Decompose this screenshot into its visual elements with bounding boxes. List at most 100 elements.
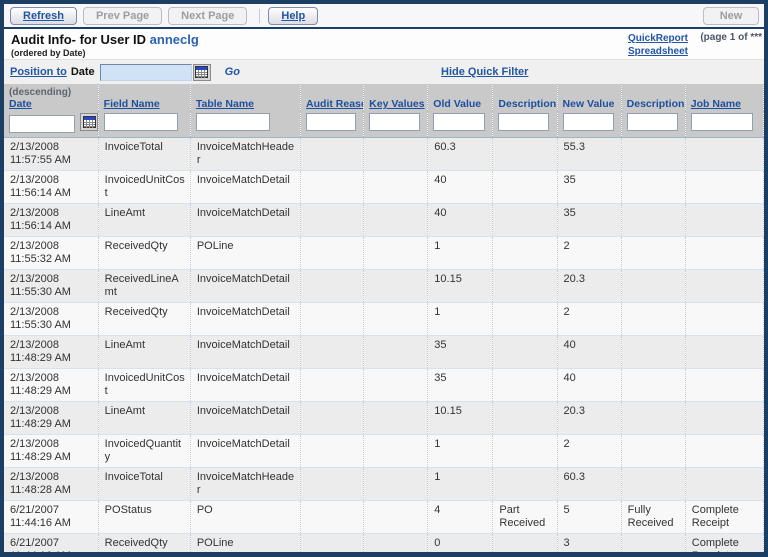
filter-input-field-name[interactable] bbox=[103, 113, 178, 131]
table-row[interactable]: 2/13/2008 11:56:14 AM LineAmt InvoiceMatchD… bbox=[4, 203, 764, 237]
cell-new-value: 2 bbox=[557, 434, 622, 468]
filter-cell-key-values bbox=[363, 111, 429, 138]
sort-link-field-name[interactable]: Field Name bbox=[103, 98, 160, 110]
cell-date: 2/13/2008 11:55:32 AM bbox=[4, 236, 99, 270]
filter-input-new-value[interactable] bbox=[562, 113, 614, 131]
table-row[interactable]: 2/13/2008 11:56:14 AM InvoicedUnitCost Invo… bbox=[4, 170, 764, 204]
column-header-old-value: Old Value bbox=[427, 84, 494, 111]
cell-job-name bbox=[685, 401, 764, 435]
sort-link-key-values[interactable]: Key Values bbox=[369, 98, 425, 110]
cell-key-values bbox=[363, 269, 429, 303]
cell-key-values bbox=[363, 236, 429, 270]
cell-job-name bbox=[685, 236, 764, 270]
filter-input-job-name[interactable] bbox=[690, 113, 753, 131]
position-date-input[interactable] bbox=[99, 63, 192, 81]
cell-new-value: 35 bbox=[557, 170, 622, 204]
filter-cell-old-value bbox=[427, 111, 494, 138]
filter-input-audit-reason[interactable] bbox=[306, 113, 357, 131]
title-area: Audit Info- for User ID anneclg (ordered… bbox=[4, 29, 764, 59]
filter-cell-new-value bbox=[557, 111, 622, 138]
cell-table-name: InvoiceMatchDetail bbox=[190, 203, 302, 237]
cell-key-values bbox=[363, 335, 429, 369]
table-row[interactable]: 2/13/2008 11:55:32 AM ReceivedQty POLine 1 2 bbox=[4, 236, 764, 270]
new-button[interactable]: New bbox=[703, 6, 759, 25]
cell-audit-reason bbox=[300, 434, 365, 468]
cell-field-name: ReceivedQty bbox=[98, 302, 191, 336]
cell-field-name: POStatus bbox=[98, 500, 191, 534]
spreadsheet-link[interactable]: Spreadsheet bbox=[627, 46, 688, 57]
cell-job-name bbox=[685, 269, 764, 303]
column-header-key-values: Key Values bbox=[363, 84, 429, 111]
cell-job-name bbox=[685, 137, 764, 171]
cell-table-name: PO bbox=[190, 500, 302, 534]
cell-new-description bbox=[621, 434, 686, 468]
cell-old-value: 40 bbox=[427, 170, 494, 204]
cell-old-value: 0 bbox=[427, 533, 494, 552]
filter-cell-new-description bbox=[621, 111, 686, 138]
cell-table-name: InvoiceMatchDetail bbox=[190, 269, 302, 303]
cell-field-name: LineAmt bbox=[98, 203, 191, 237]
column-header-job-name: Job Name bbox=[685, 84, 764, 111]
position-to-link[interactable]: Position to bbox=[10, 66, 67, 78]
table-row[interactable]: 2/13/2008 11:57:55 AM InvoiceTotal InvoiceM… bbox=[4, 137, 764, 171]
cell-new-description bbox=[621, 170, 686, 204]
filter-input-table-name[interactable] bbox=[195, 113, 270, 131]
sort-link-audit-reason[interactable]: Audit Reason bbox=[306, 98, 363, 110]
cell-field-name: ReceivedLineAmt bbox=[98, 269, 191, 303]
cell-old-value: 10.15 bbox=[427, 269, 494, 303]
cell-new-description bbox=[621, 533, 686, 552]
filter-calendar-icon[interactable] bbox=[80, 113, 98, 131]
cell-old-description bbox=[492, 137, 558, 171]
cell-audit-reason bbox=[300, 335, 365, 369]
filter-input-old-value[interactable] bbox=[433, 113, 486, 131]
sort-link-job-name[interactable]: Job Name bbox=[690, 98, 741, 110]
refresh-button[interactable]: Refresh bbox=[10, 6, 77, 25]
table-row[interactable]: 6/21/2007 11:44:16 AM POStatus PO 4 Part Rece… bbox=[4, 500, 764, 534]
help-button[interactable]: Help bbox=[268, 6, 319, 25]
filter-input-date[interactable] bbox=[9, 114, 75, 133]
table-row[interactable]: 2/13/2008 11:48:29 AM LineAmt InvoiceMatchD… bbox=[4, 335, 764, 369]
filter-input-old-description[interactable] bbox=[498, 113, 550, 131]
table-row[interactable]: 2/13/2008 11:48:28 AM InvoiceTotal InvoiceM… bbox=[4, 467, 764, 501]
cell-audit-reason bbox=[300, 500, 365, 534]
cell-old-description bbox=[492, 467, 558, 501]
go-link[interactable]: Go bbox=[224, 66, 240, 78]
next-page-button[interactable]: Next Page bbox=[168, 6, 248, 25]
cell-old-value: 10.15 bbox=[427, 401, 494, 435]
table-row[interactable]: 2/13/2008 11:48:29 AM LineAmt InvoiceMatchD… bbox=[4, 401, 764, 435]
cell-old-description bbox=[492, 269, 558, 303]
sort-link-date[interactable]: Date bbox=[9, 98, 32, 110]
column-header-new-value: New Value bbox=[557, 84, 622, 111]
toolbar-divider bbox=[259, 8, 261, 23]
filter-input-key-values[interactable] bbox=[369, 113, 421, 131]
cell-field-name: ReceivedQty bbox=[98, 236, 191, 270]
sort-link-table-name[interactable]: Table Name bbox=[195, 98, 255, 110]
cell-audit-reason bbox=[300, 203, 365, 237]
position-date-label: Date bbox=[70, 66, 95, 78]
cell-new-value: 20.3 bbox=[557, 269, 622, 303]
table-row[interactable]: 6/21/2007 11:44:16 AM ReceivedQty POLine 0 3 C… bbox=[4, 533, 764, 552]
filter-cell-old-description bbox=[492, 111, 558, 138]
cell-new-value: 3 bbox=[557, 533, 622, 552]
column-header-date: (descending) Date bbox=[4, 84, 99, 111]
column-header-old-description: Description bbox=[492, 84, 558, 111]
cell-job-name bbox=[685, 368, 764, 402]
table-row[interactable]: 2/13/2008 11:48:29 AM InvoicedQuantity Invo… bbox=[4, 434, 764, 468]
calendar-icon[interactable] bbox=[192, 63, 211, 81]
hide-quick-filter-link[interactable]: Hide Quick Filter bbox=[441, 66, 529, 78]
filter-input-new-description[interactable] bbox=[626, 113, 678, 131]
cell-key-values bbox=[363, 170, 429, 204]
quick-filter-row bbox=[4, 111, 764, 138]
filter-cell-date bbox=[4, 111, 99, 138]
user-id: anneclg bbox=[149, 32, 199, 47]
prev-page-button[interactable]: Prev Page bbox=[82, 6, 163, 25]
cell-key-values bbox=[363, 533, 429, 552]
cell-old-description bbox=[492, 434, 558, 468]
quick-report-link[interactable]: QuickReport bbox=[627, 33, 688, 44]
page-title: Audit Info- for User ID anneclg bbox=[11, 32, 758, 47]
table-row[interactable]: 2/13/2008 11:55:30 AM ReceivedQty InvoiceMa… bbox=[4, 302, 764, 336]
cell-job-name bbox=[685, 434, 764, 468]
table-row[interactable]: 2/13/2008 11:55:30 AM ReceivedLineAmt Invoi… bbox=[4, 269, 764, 303]
column-header-audit-reason: Audit Reason bbox=[300, 84, 365, 111]
table-row[interactable]: 2/13/2008 11:48:29 AM InvoicedUnitCost Invo… bbox=[4, 368, 764, 402]
